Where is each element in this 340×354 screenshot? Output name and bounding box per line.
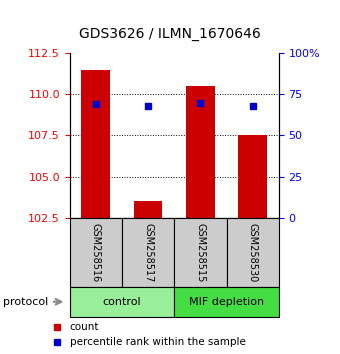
Text: GSM258517: GSM258517 bbox=[143, 223, 153, 282]
Text: GDS3626 / ILMN_1670646: GDS3626 / ILMN_1670646 bbox=[79, 27, 261, 41]
Bar bbox=[238, 135, 267, 218]
Text: percentile rank within the sample: percentile rank within the sample bbox=[70, 337, 245, 348]
Bar bbox=[174, 218, 226, 287]
Text: GSM258516: GSM258516 bbox=[91, 223, 101, 282]
Text: GSM258515: GSM258515 bbox=[195, 223, 205, 282]
Text: protocol: protocol bbox=[3, 297, 49, 307]
Bar bbox=[70, 287, 174, 317]
Text: count: count bbox=[70, 321, 99, 332]
Bar bbox=[226, 218, 279, 287]
Text: MIF depletion: MIF depletion bbox=[189, 297, 264, 307]
Bar bbox=[122, 218, 174, 287]
Bar bbox=[186, 86, 215, 218]
Bar bbox=[174, 287, 279, 317]
Bar bbox=[134, 201, 163, 218]
Text: GSM258530: GSM258530 bbox=[248, 223, 258, 282]
Bar bbox=[70, 218, 122, 287]
Text: control: control bbox=[103, 297, 141, 307]
Bar bbox=[82, 69, 110, 218]
